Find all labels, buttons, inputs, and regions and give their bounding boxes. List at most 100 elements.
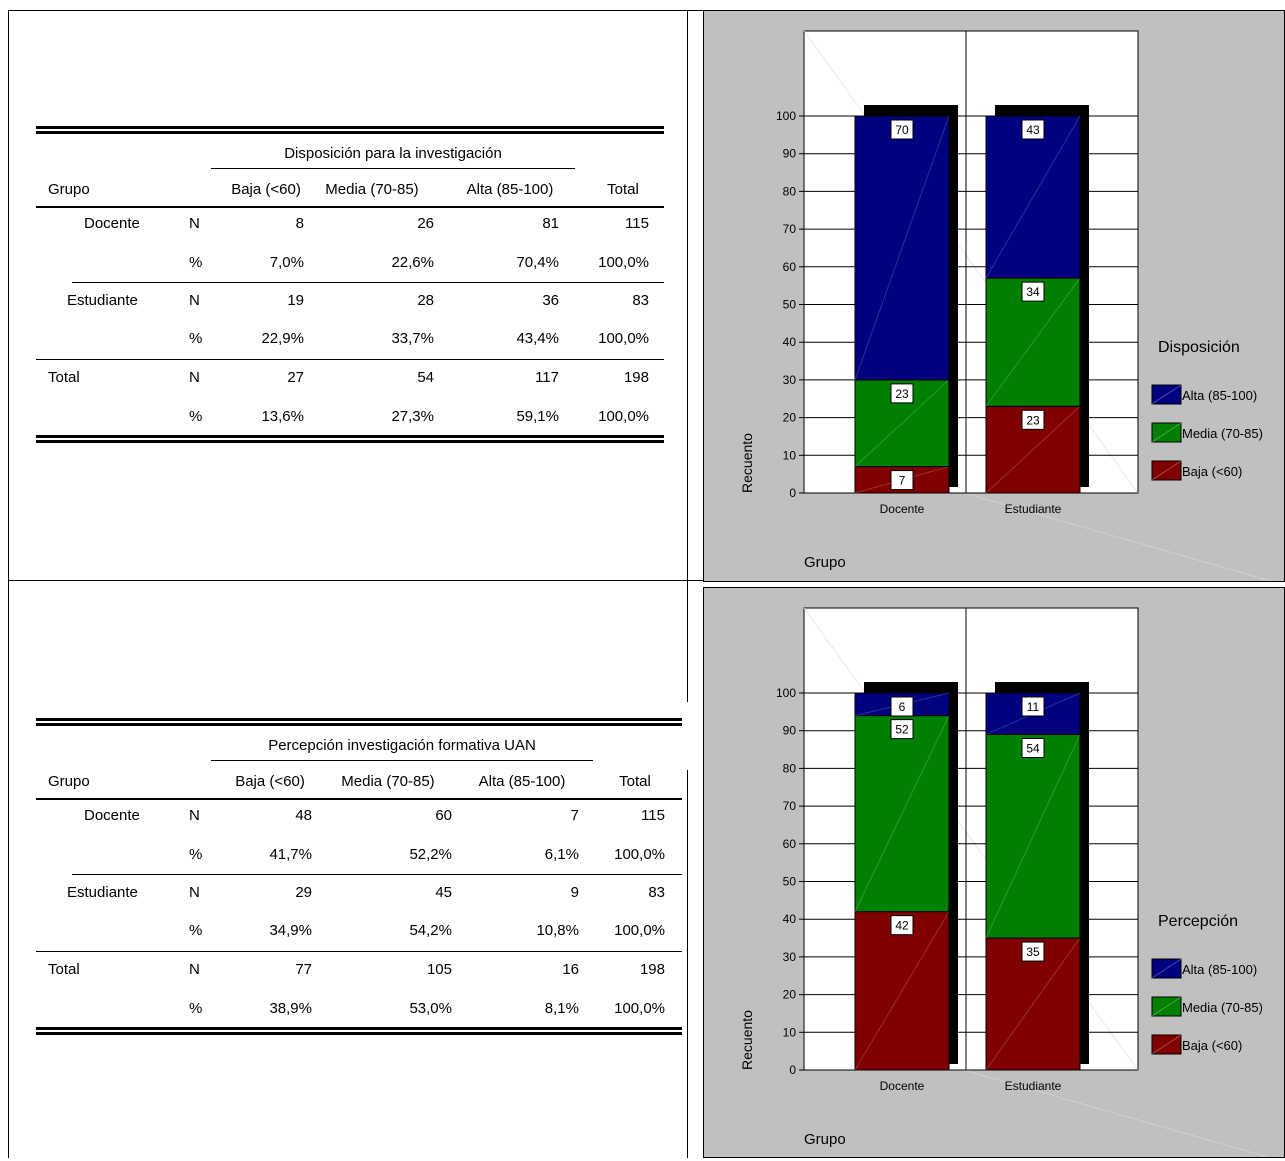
bar-sheen	[985, 277, 1081, 407]
y-tick-label: 0	[789, 486, 796, 500]
legend-swatch	[1151, 422, 1182, 443]
y-tick-label: 70	[783, 222, 797, 236]
table-cell: 22,9%	[261, 330, 304, 347]
table-cell: 77	[295, 961, 312, 978]
bar-sheen	[985, 405, 1081, 494]
data-label-box	[1021, 409, 1045, 430]
x-category-label: Docente	[880, 502, 925, 516]
table-cell: 100,0%	[598, 330, 649, 347]
x-axis-title: Grupo	[804, 1131, 846, 1148]
panel-diagonal	[963, 1069, 1279, 1161]
table-header-rule	[36, 798, 682, 800]
y-axis-title: Recuento	[739, 433, 755, 493]
table-cell: 28	[417, 292, 434, 309]
y-tick-label: 70	[783, 799, 797, 813]
legend-swatch	[1151, 1034, 1182, 1055]
y-tick-label: 40	[783, 912, 797, 926]
data-label-box	[890, 470, 914, 491]
row-stat-label: N	[189, 961, 200, 978]
table-cell: 52,2%	[409, 846, 452, 863]
table-cell: 54	[417, 369, 434, 386]
table-cell: 54,2%	[409, 922, 452, 939]
table-cell: 34,9%	[269, 922, 312, 939]
row-stat-label: %	[189, 408, 203, 425]
row-stat-label: N	[189, 807, 200, 824]
y-tick-label: 50	[783, 298, 797, 312]
row-stat-label: %	[189, 922, 203, 939]
bar-sheen	[854, 911, 950, 1071]
table-cell: 60	[435, 807, 452, 824]
table-cell: 26	[417, 215, 434, 232]
table-cell: 83	[648, 884, 665, 901]
bar-sheen	[854, 379, 950, 467]
table-cell: 9	[570, 884, 579, 901]
table-top-rule	[36, 718, 682, 721]
table-bottom-rule-2	[36, 440, 664, 443]
y-tick-label: 20	[783, 411, 797, 425]
table-cell: 105	[426, 961, 452, 978]
legend-swatch	[1151, 996, 1182, 1017]
y-tick-label: 50	[783, 875, 797, 889]
frame-left	[8, 10, 9, 1158]
column-header-2: Alta (85-100)	[466, 181, 554, 198]
column-header-3: Total	[607, 181, 639, 198]
table-cell: 115	[625, 215, 649, 232]
table-cell: 29	[295, 884, 312, 901]
table-cell: 198	[639, 961, 665, 978]
row-stat-label: N	[189, 884, 200, 901]
y-tick-label: 30	[783, 950, 797, 964]
legend-swatch-sheen	[1151, 384, 1182, 405]
data-label-box	[1021, 737, 1045, 758]
data-label-box	[890, 383, 914, 404]
frame-top	[8, 10, 1285, 11]
row-group-label: Estudiante	[67, 884, 138, 901]
table-bottom-rule	[36, 435, 664, 438]
data-label-box	[1021, 119, 1045, 140]
y-tick-label: 20	[783, 988, 797, 1002]
table-cell: 41,7%	[269, 846, 312, 863]
table-bottom-rule-2	[36, 1032, 682, 1035]
column-header-0: Baja (<60)	[231, 181, 301, 198]
bar-sheen	[854, 715, 950, 912]
row-group-label: Docente	[84, 807, 140, 824]
y-tick-label: 60	[783, 837, 797, 851]
table-cell: 13,6%	[261, 408, 304, 425]
legend-label: Media (70-85)	[1182, 1000, 1263, 1015]
table-header-rule	[36, 206, 664, 208]
y-tick-label: 10	[783, 1025, 797, 1039]
chart-panel-disposicion: 0 10 20 30 40 50 60 70 80 90 100 7 23 70 Docente 23 34 43…	[703, 10, 1285, 584]
table-header-group: Percepción investigación formativa UAN	[268, 737, 536, 754]
table-cell: 16	[562, 961, 579, 978]
legend-label: Baja (<60)	[1182, 1038, 1242, 1053]
column-header-2: Alta (85-100)	[478, 773, 566, 790]
table-cell: 7,0%	[269, 254, 304, 271]
bar-sheen	[985, 734, 1081, 939]
row-group-label: Docente	[84, 215, 140, 232]
y-tick-label: 40	[783, 335, 797, 349]
legend-swatch	[1151, 384, 1182, 405]
legend-label: Alta (85-100)	[1182, 388, 1257, 403]
column-header-grupo: Grupo	[48, 773, 90, 790]
y-tick-label: 10	[783, 448, 797, 462]
y-tick-label: 0	[789, 1063, 796, 1077]
data-label: 7	[899, 474, 906, 488]
data-label-box	[890, 119, 914, 140]
crosstab-table-percepcion: Percepción investigación formativa UAN Gr…	[36, 718, 682, 1038]
table-cell: 33,7%	[391, 330, 434, 347]
table-cell: 83	[632, 292, 649, 309]
table-cell: 100,0%	[598, 408, 649, 425]
row-stat-label: N	[189, 292, 200, 309]
legend-swatch-sheen	[1151, 1034, 1182, 1055]
table-cell: 8,1%	[544, 1000, 579, 1017]
data-label: 43	[1026, 123, 1040, 137]
row-stat-label: %	[189, 846, 203, 863]
data-label-box	[1021, 941, 1045, 962]
y-axis-title: Recuento	[739, 1010, 755, 1070]
table-cell: 43,4%	[516, 330, 559, 347]
row-group-label: Total	[48, 961, 80, 978]
row-divider	[36, 951, 682, 952]
legend-swatch-sheen	[1151, 958, 1182, 979]
y-tick-label: 90	[783, 724, 797, 738]
table-cell: 81	[542, 215, 559, 232]
table-cell: 100,0%	[614, 922, 665, 939]
